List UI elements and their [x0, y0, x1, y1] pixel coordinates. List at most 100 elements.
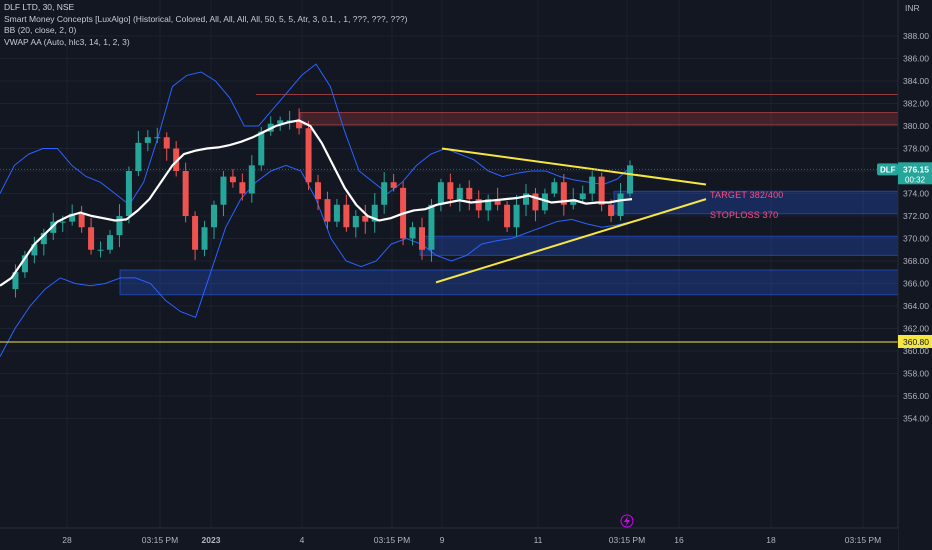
y-tick-1: 356.00	[903, 391, 929, 401]
level-badge-value: 360.80	[903, 337, 929, 347]
candle-body-41	[390, 182, 397, 188]
y-tick-14: 382.00	[903, 99, 929, 109]
candle-body-38	[362, 216, 369, 222]
candle-body-3	[31, 244, 38, 256]
ticker-badge-label: DLF	[880, 165, 896, 174]
candle-body-9	[88, 227, 95, 250]
y-tick-12: 378.00	[903, 144, 929, 154]
candle-body-23	[220, 176, 227, 205]
candle-body-65	[617, 193, 624, 216]
candle-body-31	[296, 120, 303, 129]
candle-body-63	[598, 176, 605, 205]
triangle-upper-trendline	[441, 147, 707, 186]
level-badge	[898, 335, 932, 348]
x-tick-6: 11	[534, 535, 543, 545]
y-tick-8: 370.00	[903, 234, 929, 244]
target-annotation: TARGET 382/400	[710, 190, 784, 200]
candle-body-26	[248, 165, 255, 194]
candle-body-14	[135, 142, 142, 171]
x-tick-5: 9	[440, 535, 445, 545]
y-tick-6: 366.00	[903, 279, 929, 289]
candle-body-22	[211, 204, 217, 228]
candle-body-34	[324, 199, 331, 222]
x-tick-7: 03:15 PM	[609, 535, 645, 545]
candle-body-24	[229, 176, 236, 183]
candle-body-7	[69, 213, 76, 222]
candle-body-57	[541, 193, 548, 211]
indicator-bb[interactable]: BB (20, close, 2, 0)	[4, 25, 77, 35]
candle-body-19	[182, 171, 189, 216]
y-tick-17: 388.00	[903, 31, 929, 41]
candle-body-13	[125, 171, 132, 216]
vwap-line	[0, 119, 633, 287]
candle-body-4	[40, 232, 47, 245]
y-tick-2: 358.00	[903, 369, 929, 379]
candle-body-15	[144, 137, 151, 143]
currency-label: INR	[905, 3, 920, 13]
candle-body-2	[21, 255, 28, 273]
candle-body-56	[532, 193, 539, 211]
candle-body-59	[560, 182, 567, 205]
candle-body-58	[551, 182, 558, 194]
stoploss-annotation: STOPLOSS 370	[710, 210, 779, 220]
candle-body-61	[579, 193, 586, 200]
candle-body-35	[333, 204, 340, 222]
candle-body-16	[154, 137, 161, 139]
indicator-vwap[interactable]: VWAP AA (Auto, hlc3, 14, 1, 2, 3)	[4, 36, 130, 47]
candle-body-37	[352, 216, 359, 228]
ticker-badge	[877, 163, 898, 176]
candle-body-40	[381, 182, 388, 205]
indicator-smc[interactable]: Smart Money Concepts [LuxAlgo] (Historic…	[4, 13, 408, 24]
candle-body-66	[627, 165, 633, 194]
lightning-glyph-icon	[624, 516, 630, 526]
x-tick-3: 4	[300, 535, 305, 545]
candle-body-47	[447, 182, 454, 200]
price-axis	[898, 0, 932, 550]
x-tick-9: 18	[766, 535, 776, 545]
candle-body-12	[116, 216, 123, 236]
candle-body-36	[343, 204, 350, 228]
candle-body-46	[437, 182, 444, 205]
candle-body-6	[59, 221, 66, 223]
candle-body-21	[201, 227, 208, 250]
candle-body-32	[305, 128, 312, 183]
x-tick-1: 03:15 PM	[142, 535, 178, 545]
candle-body-25	[239, 182, 246, 194]
symbol-title[interactable]: DLF LTD, 30, NSE	[4, 2, 75, 12]
candle-body-51	[485, 199, 492, 211]
time-axis	[0, 528, 898, 550]
x-tick-0: 28	[62, 535, 72, 545]
x-tick-4: 03:15 PM	[374, 535, 410, 545]
supply-zone	[299, 112, 899, 126]
candle-body-55	[523, 193, 529, 205]
candle-body-44	[419, 227, 425, 250]
triangle-lower-trendline	[435, 198, 707, 284]
candle-body-64	[608, 204, 615, 216]
y-tick-7: 368.00	[903, 256, 929, 266]
candle-body-62	[589, 176, 596, 194]
lightning-event-icon	[620, 514, 634, 528]
candle-body-10	[97, 249, 104, 251]
candle-body-30	[286, 120, 293, 122]
y-tick-10: 374.00	[903, 189, 929, 199]
x-tick-8: 16	[674, 535, 684, 545]
y-tick-9: 372.00	[903, 211, 929, 221]
demand-zone-2	[119, 269, 899, 296]
candle-body-20	[192, 216, 199, 250]
demand-zone-1	[419, 235, 899, 256]
y-tick-16: 386.00	[903, 54, 929, 64]
candle-body-54	[513, 204, 520, 228]
chart-legend: DLF LTD, 30, NSE Smart Money Concepts [L…	[4, 2, 407, 48]
candle-body-49	[466, 187, 473, 200]
candle-body-43	[409, 227, 416, 239]
countdown-value: 00:32	[905, 175, 926, 184]
x-tick-2: 2023	[202, 535, 221, 545]
y-tick-0: 354.00	[903, 414, 929, 424]
candle-body-60	[570, 199, 577, 205]
candle-body-29	[277, 120, 284, 124]
y-tick-5: 364.00	[903, 301, 929, 311]
candle-body-53	[504, 204, 511, 228]
candle-body-11	[107, 235, 113, 250]
candle-body-27	[258, 131, 265, 166]
